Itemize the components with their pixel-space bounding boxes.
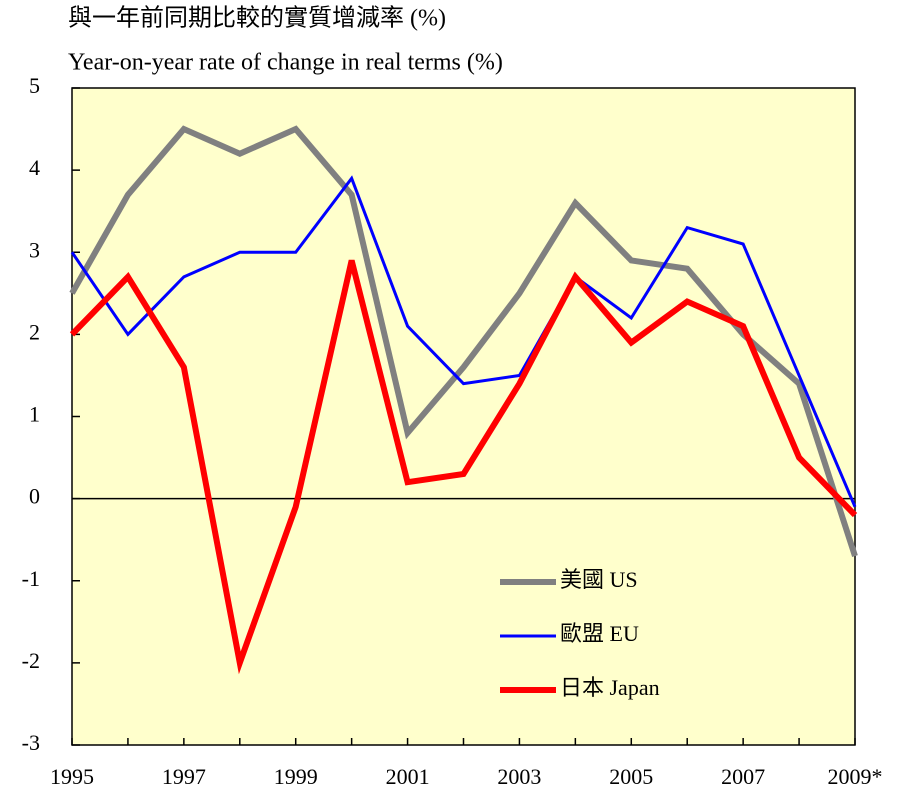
x-tick-label: 2001 [386, 764, 430, 789]
chart-title: 與一年前同期比較的實質增減率 (%) [68, 5, 446, 32]
y-tick-label: 1 [29, 402, 40, 427]
plot-area [71, 87, 856, 746]
y-tick-label: 2 [29, 319, 40, 344]
x-tick-label: 1999 [274, 764, 318, 789]
y-tick-label: -3 [22, 730, 40, 755]
legend-label: 日本 Japan [560, 675, 660, 700]
series-line [69, 125, 858, 558]
y-tick-label: -2 [22, 648, 40, 673]
y-tick-label: 3 [29, 237, 40, 262]
x-tick-label: 1997 [162, 764, 206, 789]
y-tick-label: -1 [22, 566, 40, 591]
y-tick-label: 0 [29, 484, 40, 509]
y-tick-label: 4 [29, 155, 40, 180]
series-line [69, 259, 858, 675]
x-tick-label: 2005 [609, 764, 653, 789]
x-tick-label: 2007 [721, 764, 765, 789]
legend-label: 歐盟 EU [560, 621, 639, 646]
x-tick-label: 2003 [497, 764, 541, 789]
legend-label: 美國 US [560, 567, 638, 592]
x-tick-label: 2009* [828, 764, 883, 789]
chart-subtitle: Year-on-year rate of change in real term… [68, 50, 503, 76]
y-tick-label: 5 [29, 73, 40, 98]
series-line [70, 175, 857, 508]
x-tick-label: 1995 [50, 764, 94, 789]
